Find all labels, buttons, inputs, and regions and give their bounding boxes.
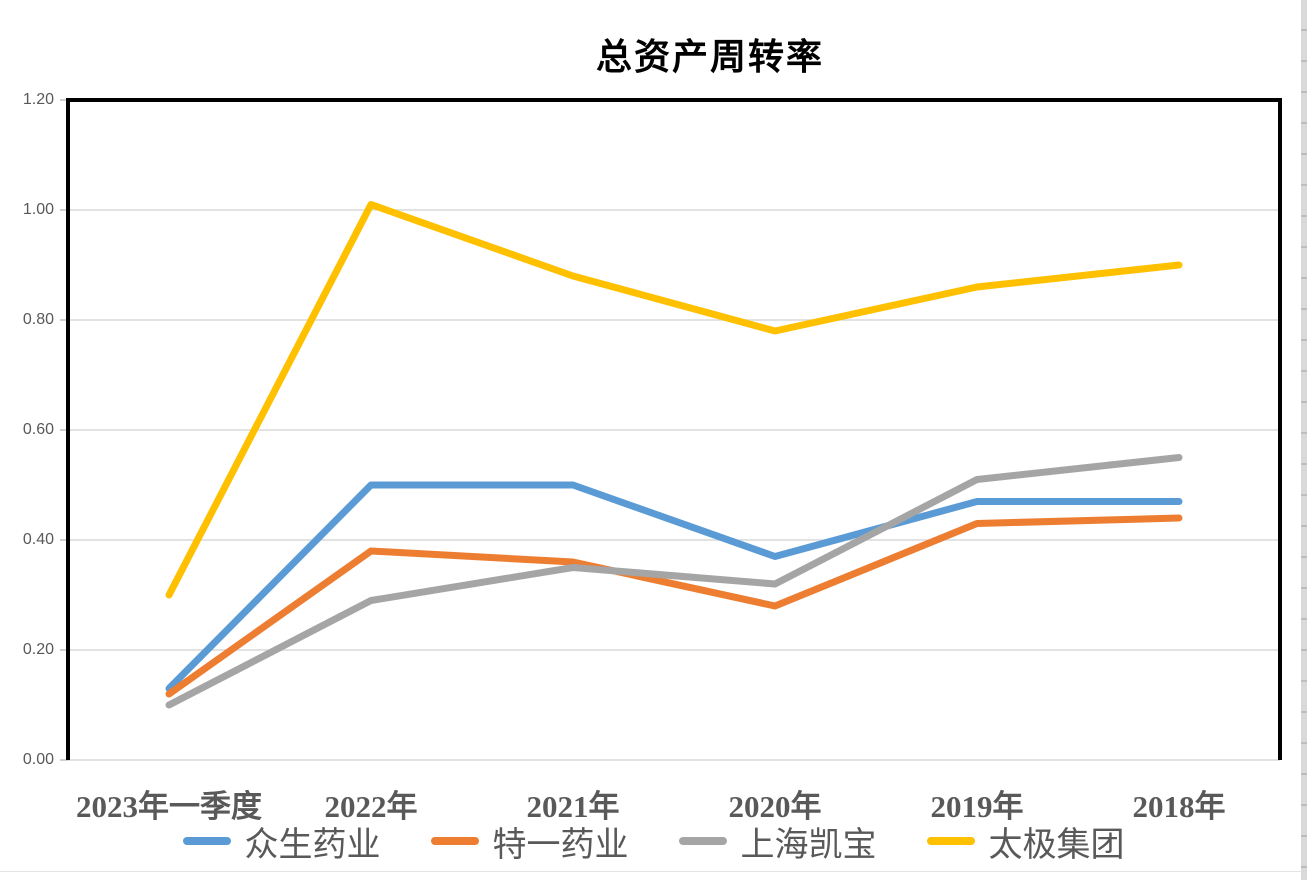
legend-item: 太极集团	[926, 817, 1125, 866]
legend-item: 特一药业	[430, 817, 629, 866]
y-tick-label: 0.00	[22, 751, 54, 768]
legend-label: 太极集团	[988, 826, 1125, 864]
sheet-row-gridline	[0, 871, 1301, 872]
x-category-label: 2020年	[728, 789, 822, 824]
x-category-label: 2021年	[526, 789, 620, 824]
legend-label: 众生药业	[244, 826, 381, 864]
y-tick-label: 0.60	[22, 421, 54, 438]
y-tick-label: 0.80	[22, 311, 54, 328]
chart-legend: 众生药业 特一药业 上海凯宝 太极集团	[0, 817, 1307, 865]
legend-line-marker	[182, 837, 231, 845]
legend-item: 众生药业	[182, 817, 381, 866]
legend-label: 上海凯宝	[740, 826, 877, 864]
x-category-label: 2019年	[930, 789, 1024, 824]
x-category-label: 2022年	[324, 789, 418, 824]
legend-label: 特一药业	[492, 826, 629, 864]
legend-line-marker	[430, 837, 479, 845]
plot-area-border	[66, 98, 1282, 760]
y-tick-label: 1.00	[22, 201, 54, 218]
x-category-label: 2018年	[1132, 789, 1226, 824]
series-line-太极集团	[165, 201, 1183, 599]
legend-line-marker	[678, 837, 727, 845]
y-tick-label: 1.20	[22, 91, 54, 108]
legend-item: 上海凯宝	[678, 817, 877, 866]
series-line-众生药业	[165, 481, 1183, 692]
series-line-上海凯宝	[165, 454, 1183, 709]
chart-title: 总资产周转率	[595, 37, 825, 77]
y-tick-label: 0.20	[22, 641, 54, 658]
sheet-edge-strip	[1301, 0, 1307, 880]
x-category-label: 2023年一季度	[76, 789, 262, 824]
y-tick-label: 0.40	[22, 531, 54, 548]
legend-line-marker	[926, 837, 975, 845]
series-line-特一药业	[165, 514, 1183, 698]
